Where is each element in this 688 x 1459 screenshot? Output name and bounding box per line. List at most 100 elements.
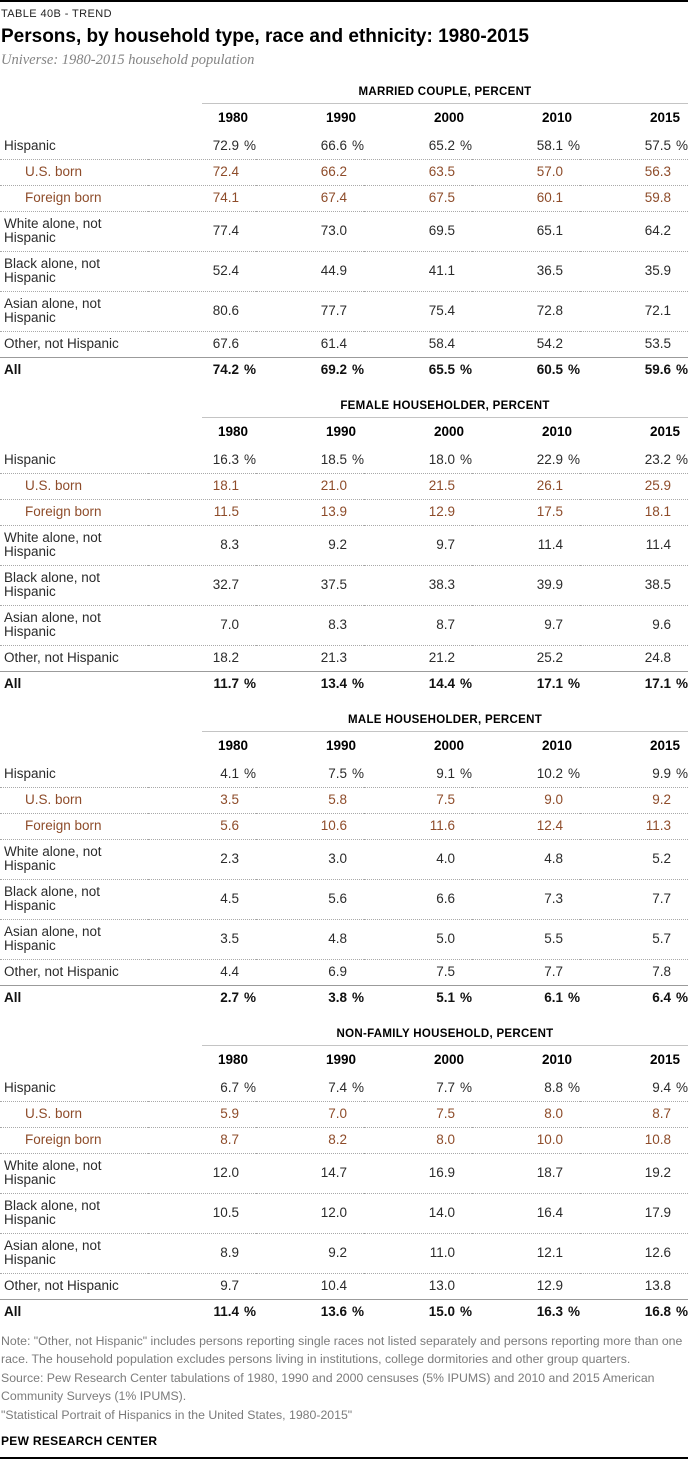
value-number: 7.7 bbox=[436, 1080, 455, 1095]
value-cell: 4.5 bbox=[148, 879, 256, 920]
table-row: Other, not Hispanic 9.7 10.4 13.0 12.9 13.8 bbox=[0, 1274, 688, 1300]
value-cell: 74.1 bbox=[148, 185, 256, 212]
table-section-female-householder-percent: FEMALE HOUSEHOLDER, PERCENT 1980 1990 2000 2… bbox=[0, 400, 688, 697]
value-number: 9.7 bbox=[220, 1278, 239, 1293]
value-number: 14.0 bbox=[428, 1205, 455, 1220]
empty-header-cell bbox=[0, 418, 148, 448]
value-cell: 64.2 bbox=[580, 211, 688, 252]
percent-sign: % bbox=[459, 990, 472, 1005]
value-number: 10.5 bbox=[212, 1205, 239, 1220]
percent-sign: % bbox=[567, 138, 580, 153]
table-row: White alone, not Hispanic 12.0 14.7 16.9 18.… bbox=[0, 1153, 688, 1194]
value-cell: 10.0 bbox=[472, 1127, 580, 1154]
value-number: 8.0 bbox=[544, 1106, 563, 1121]
year-header: 1980 bbox=[217, 110, 248, 125]
row-label: Hispanic bbox=[0, 448, 148, 474]
value-cell: 6.4% bbox=[580, 985, 688, 1011]
value-number: 18.5 bbox=[320, 452, 347, 467]
percent-sign: % bbox=[567, 1080, 580, 1095]
table-row: Other, not Hispanic 18.2 21.3 21.2 25.2 24.8 bbox=[0, 646, 688, 672]
value-cell: 11.4% bbox=[148, 1299, 256, 1325]
row-label: White alone, not Hispanic bbox=[0, 211, 148, 252]
value-cell: 6.6 bbox=[364, 879, 472, 920]
value-number: 8.2 bbox=[328, 1132, 347, 1147]
table-title: MARRIED COUPLE, PERCENT bbox=[358, 86, 532, 98]
year-header: 2000 bbox=[433, 424, 464, 439]
table-row: Hispanic 72.9% 66.6% 65.2% 58.1% 57.5% bbox=[0, 134, 688, 160]
value-cell: 39.9 bbox=[472, 565, 580, 606]
value-number: 21.3 bbox=[320, 650, 347, 665]
table-header-line bbox=[202, 731, 688, 732]
value-cell: 7.8 bbox=[580, 960, 688, 986]
year-header: 2015 bbox=[649, 110, 680, 125]
value-cell: 26.1 bbox=[472, 473, 580, 500]
percent-sign: % bbox=[567, 362, 580, 377]
value-number: 12.6 bbox=[644, 1245, 671, 1260]
value-number: 11.4 bbox=[213, 1304, 239, 1319]
percent-sign: % bbox=[459, 362, 472, 377]
value-number: 8.7 bbox=[652, 1106, 671, 1121]
value-cell: 67.4 bbox=[256, 185, 364, 212]
value-cell: 8.3 bbox=[148, 525, 256, 566]
value-cell: 32.7 bbox=[148, 565, 256, 606]
percent-sign: % bbox=[675, 1080, 688, 1095]
note-text: Note: "Other, not Hispanic" includes per… bbox=[1, 1334, 683, 1366]
table-body: Hispanic 16.3% 18.5% 18.0% 22.9% 23.2% U.S. bo… bbox=[0, 448, 688, 697]
value-cell: 54.2 bbox=[472, 332, 580, 358]
value-cell: 7.5% bbox=[256, 762, 364, 788]
value-number: 13.4 bbox=[320, 676, 347, 691]
table-body: Hispanic 72.9% 66.6% 65.2% 58.1% 57.5% U.S. bo… bbox=[0, 134, 688, 383]
value-number: 64.2 bbox=[644, 223, 671, 238]
value-cell: 35.9 bbox=[580, 251, 688, 292]
value-number: 17.1 bbox=[536, 676, 563, 691]
value-cell: 17.1% bbox=[472, 671, 580, 697]
value-number: 16.4 bbox=[536, 1205, 563, 1220]
value-number: 8.0 bbox=[436, 1132, 455, 1147]
value-number: 8.3 bbox=[328, 617, 347, 632]
percent-sign: % bbox=[675, 452, 688, 467]
value-cell: 53.5 bbox=[580, 332, 688, 358]
value-cell: 72.4 bbox=[148, 159, 256, 186]
table-row: U.S. born 18.1 21.0 21.5 26.1 25.9 bbox=[0, 473, 688, 500]
value-cell: 21.5 bbox=[364, 473, 472, 500]
value-cell: 57.0 bbox=[472, 159, 580, 186]
data-table: 1980 1990 2000 2010 2015 Hispanic 72.9% 66.6% 65… bbox=[0, 104, 688, 383]
value-cell: 18.2 bbox=[148, 646, 256, 672]
year-header: 2015 bbox=[649, 424, 680, 439]
table-section-non-family-household-percent: NON-FAMILY HOUSEHOLD, PERCENT 1980 1990 200… bbox=[0, 1028, 688, 1325]
value-number: 13.9 bbox=[320, 504, 347, 519]
value-cell: 10.2% bbox=[472, 762, 580, 788]
value-cell: 12.4 bbox=[472, 813, 580, 840]
value-number: 67.5 bbox=[428, 190, 455, 205]
value-cell: 4.8 bbox=[472, 839, 580, 880]
row-label: Other, not Hispanic bbox=[4, 964, 119, 979]
percent-sign: % bbox=[243, 138, 256, 153]
value-number: 12.9 bbox=[428, 504, 455, 519]
table-row: Hispanic 4.1% 7.5% 9.1% 10.2% 9.9% bbox=[0, 762, 688, 788]
value-cell: 7.0 bbox=[256, 1101, 364, 1128]
row-label: Foreign born bbox=[0, 813, 148, 840]
value-cell: 44.9 bbox=[256, 251, 364, 292]
percent-sign: % bbox=[351, 1304, 364, 1319]
year-header: 1980 bbox=[217, 1052, 248, 1067]
data-table: 1980 1990 2000 2010 2015 Hispanic 6.7% 7.4% 7.7%… bbox=[0, 1046, 688, 1325]
value-cell: 18.1 bbox=[580, 499, 688, 526]
value-number: 9.2 bbox=[328, 537, 347, 552]
row-label: All bbox=[0, 985, 148, 1011]
value-number: 7.4 bbox=[328, 1080, 347, 1095]
table-body: Hispanic 6.7% 7.4% 7.7% 8.8% 9.4% U.S. born 5.9… bbox=[0, 1076, 688, 1325]
row-label: Black alone, not Hispanic bbox=[0, 565, 148, 606]
value-number: 19.2 bbox=[644, 1165, 671, 1180]
row-label: Hispanic bbox=[0, 762, 148, 788]
value-number: 4.4 bbox=[220, 964, 239, 979]
value-number: 18.0 bbox=[428, 452, 455, 467]
value-cell: 7.5 bbox=[364, 960, 472, 986]
percent-sign: % bbox=[243, 676, 256, 691]
value-cell: 80.6 bbox=[148, 291, 256, 332]
top-rule bbox=[0, 0, 688, 2]
brand-wordmark: PEW RESEARCH CENTER bbox=[1, 1434, 158, 1448]
row-label: Other, not Hispanic bbox=[4, 336, 119, 351]
value-cell: 6.1% bbox=[472, 985, 580, 1011]
value-number: 6.7 bbox=[220, 1080, 239, 1095]
value-cell: 60.5% bbox=[472, 357, 580, 383]
